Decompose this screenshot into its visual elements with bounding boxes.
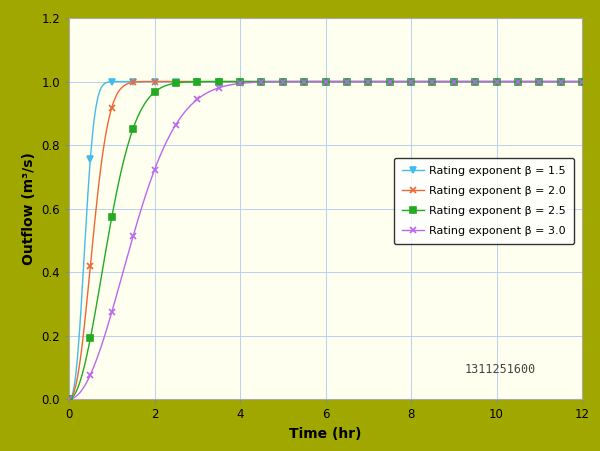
Legend: Rating exponent β = 1.5, Rating exponent β = 2.0, Rating exponent β = 2.5, Ratin: Rating exponent β = 1.5, Rating exponent… [394, 158, 574, 244]
Y-axis label: Outflow (m³/s): Outflow (m³/s) [22, 152, 35, 265]
X-axis label: Time (hr): Time (hr) [289, 427, 362, 441]
Text: 1311251600: 1311251600 [464, 363, 536, 376]
